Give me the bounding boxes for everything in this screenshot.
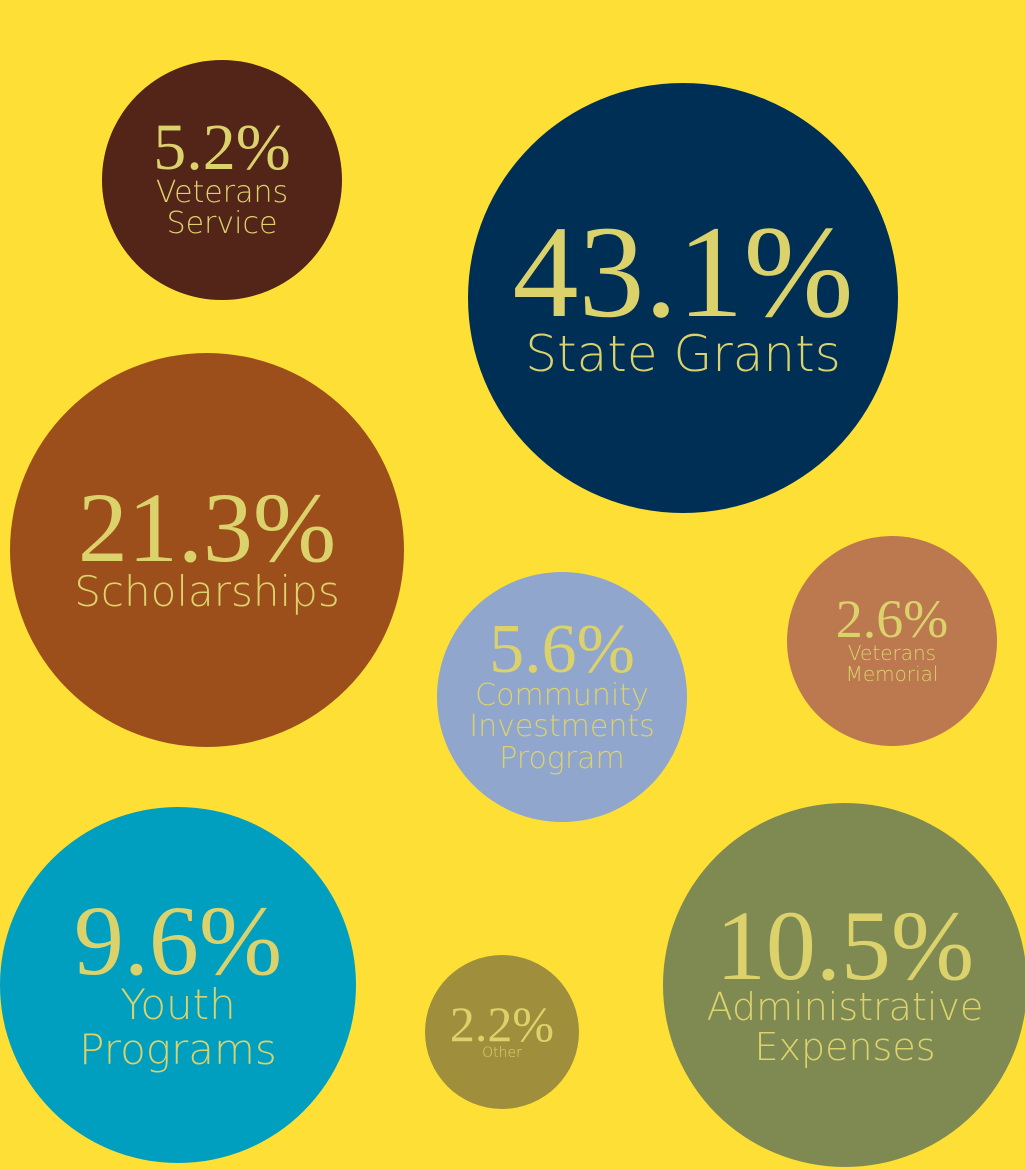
bubble: 2.2% Other [425, 955, 579, 1109]
category-label: Veterans Service [155, 174, 289, 242]
bubble: 21.3% Scholarships [10, 353, 404, 747]
bubble: 5.6% Community Investments Program [437, 572, 687, 822]
category-label: Youth Programs [79, 980, 277, 1074]
bubble: 43.1% State Grants [468, 83, 898, 513]
bubble: 2.6% Veterans Memorial [787, 536, 997, 746]
value-label: 43.1% [512, 197, 854, 345]
value-label: 9.6% [73, 885, 283, 997]
bubble: 10.5% Administrative Expenses [663, 803, 1025, 1167]
value-label: 5.2% [153, 111, 291, 185]
category-label: Administrative Expenses [706, 984, 984, 1069]
value-label: 5.6% [489, 611, 635, 688]
value-label: 2.2% [449, 996, 555, 1053]
value-label: 2.6% [835, 589, 949, 650]
category-label: State Grants [525, 324, 841, 383]
category-label: Community Investments Program [469, 677, 655, 776]
bubble: 5.2% Veterans Service [102, 60, 342, 300]
category-label: Veterans Memorial [845, 640, 939, 686]
value-label: 10.5% [715, 889, 975, 1001]
bubble: 9.6% Youth Programs [0, 807, 356, 1163]
category-label: Scholarships [74, 567, 340, 617]
category-label: Other [482, 1044, 522, 1061]
value-label: 21.3% [77, 472, 337, 584]
